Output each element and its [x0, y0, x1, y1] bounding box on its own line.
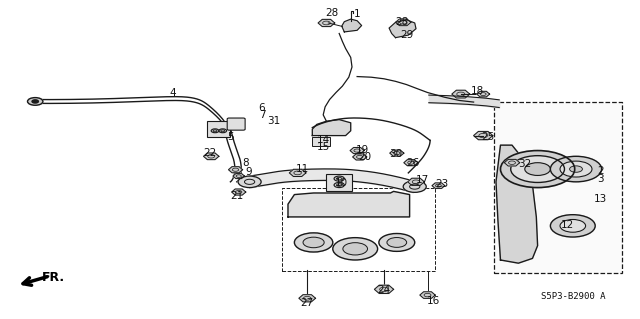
Text: 18: 18 — [471, 86, 484, 96]
Circle shape — [333, 238, 378, 260]
Text: 31: 31 — [268, 116, 280, 126]
Circle shape — [379, 234, 415, 251]
Text: 7: 7 — [259, 110, 266, 121]
Text: 10: 10 — [335, 178, 348, 189]
Polygon shape — [233, 174, 244, 179]
Polygon shape — [288, 191, 410, 217]
Text: 25: 25 — [482, 132, 495, 142]
Text: 6: 6 — [258, 103, 264, 114]
Text: 3: 3 — [597, 174, 604, 184]
Text: 16: 16 — [428, 296, 440, 307]
Text: 27: 27 — [301, 298, 314, 308]
Circle shape — [238, 176, 261, 188]
Polygon shape — [350, 147, 364, 154]
Text: 14: 14 — [317, 135, 330, 145]
Circle shape — [525, 163, 550, 175]
Polygon shape — [474, 131, 493, 140]
Polygon shape — [390, 150, 404, 156]
Circle shape — [32, 100, 38, 103]
Polygon shape — [374, 285, 394, 293]
Circle shape — [550, 156, 602, 182]
Text: 29: 29 — [401, 30, 413, 40]
Text: FR.: FR. — [42, 271, 65, 284]
Circle shape — [303, 237, 324, 248]
Polygon shape — [228, 167, 243, 173]
Circle shape — [570, 166, 582, 172]
Circle shape — [334, 176, 344, 181]
Polygon shape — [289, 169, 306, 176]
Bar — [207, 121, 230, 137]
Text: 22: 22 — [204, 148, 216, 158]
FancyBboxPatch shape — [227, 118, 245, 130]
Text: 20: 20 — [358, 152, 371, 162]
Text: 19: 19 — [356, 145, 369, 155]
Text: 30: 30 — [389, 149, 402, 159]
Text: 8: 8 — [243, 158, 249, 168]
Text: S5P3-B2900 A: S5P3-B2900 A — [541, 292, 605, 300]
Text: 17: 17 — [416, 175, 429, 185]
Text: 13: 13 — [594, 194, 607, 204]
Text: 28: 28 — [325, 8, 338, 19]
Polygon shape — [232, 189, 246, 195]
Bar — [312, 137, 330, 146]
Text: 15: 15 — [317, 142, 330, 152]
Polygon shape — [496, 145, 538, 263]
Polygon shape — [404, 160, 418, 166]
Polygon shape — [342, 19, 362, 32]
Polygon shape — [477, 91, 490, 97]
Polygon shape — [408, 178, 424, 185]
Circle shape — [387, 238, 406, 247]
Text: 28: 28 — [396, 17, 408, 27]
Text: 2: 2 — [597, 166, 604, 176]
Polygon shape — [452, 90, 470, 98]
Circle shape — [28, 98, 43, 105]
Circle shape — [294, 233, 333, 252]
Circle shape — [343, 243, 367, 255]
Circle shape — [550, 215, 595, 237]
Polygon shape — [299, 295, 316, 302]
Polygon shape — [204, 153, 219, 160]
Text: 24: 24 — [378, 285, 390, 295]
Polygon shape — [432, 183, 445, 189]
Circle shape — [560, 161, 592, 177]
Text: 4: 4 — [170, 87, 176, 98]
Polygon shape — [318, 19, 335, 26]
Text: 26: 26 — [406, 158, 419, 168]
Circle shape — [334, 182, 344, 188]
Polygon shape — [353, 154, 367, 160]
Polygon shape — [420, 292, 435, 298]
Text: 9: 9 — [245, 167, 252, 177]
Polygon shape — [312, 120, 351, 136]
Polygon shape — [389, 20, 416, 38]
Bar — [494, 102, 622, 273]
Text: 32: 32 — [518, 159, 531, 169]
Polygon shape — [504, 160, 520, 166]
Text: 21: 21 — [230, 191, 243, 201]
Circle shape — [500, 151, 575, 188]
Polygon shape — [396, 19, 411, 26]
Circle shape — [560, 219, 586, 232]
Circle shape — [403, 181, 426, 192]
Text: 1: 1 — [354, 9, 360, 19]
Text: 11: 11 — [296, 164, 308, 174]
Text: 5: 5 — [227, 132, 234, 142]
Text: 23: 23 — [435, 179, 448, 189]
Circle shape — [211, 129, 219, 133]
Circle shape — [511, 156, 564, 182]
Circle shape — [219, 129, 227, 133]
Text: 12: 12 — [561, 220, 574, 230]
Bar — [326, 174, 352, 191]
